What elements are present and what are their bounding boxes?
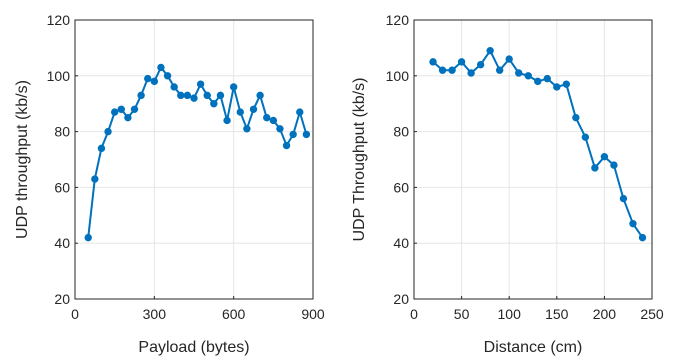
data-point [150, 77, 159, 86]
data-point [629, 219, 637, 228]
y-tick-label: 120 [386, 12, 410, 28]
data-point [263, 113, 271, 122]
data-point [276, 125, 284, 133]
data-point [130, 105, 139, 113]
x-axis-label: Distance (cm) [484, 339, 583, 356]
y-tick-label: 120 [47, 12, 71, 28]
data-point [203, 91, 211, 100]
data-point [170, 83, 178, 91]
data-point [562, 80, 571, 88]
data-point [104, 127, 112, 136]
data-point [229, 83, 238, 91]
data-point [476, 60, 485, 69]
y-axis-label: UDP Throughput (kb/s) [351, 78, 368, 242]
data-point [534, 77, 542, 86]
data-point [223, 116, 231, 125]
data-point [572, 113, 580, 122]
data-point [91, 175, 99, 183]
data-point [543, 74, 551, 83]
data-point [600, 153, 609, 161]
y-tick-label: 80 [54, 124, 70, 140]
data-point [210, 100, 218, 108]
x-tick-label: 50 [454, 306, 470, 322]
data-point [137, 91, 145, 100]
grid-lines [74, 19, 314, 300]
data-point [190, 94, 198, 102]
data-point [591, 164, 599, 172]
x-tick-label: 300 [143, 306, 167, 322]
data-point [467, 69, 475, 77]
data-point [124, 113, 132, 122]
y-tick-label: 40 [54, 235, 70, 251]
data-point [282, 141, 291, 150]
plot-frame [413, 19, 653, 300]
series-markers [84, 63, 311, 242]
data-point [438, 66, 447, 74]
axis-ticks: 0 50 100 150 200 250 20 40 60 80 100 120 [386, 12, 664, 322]
axis-ticks: 0 300 600 900 20 40 60 80 100 120 [47, 12, 325, 322]
y-tick-label: 100 [386, 68, 410, 84]
y-tick-label: 100 [47, 68, 71, 84]
y-tick-label: 60 [54, 179, 70, 195]
y-tick-label: 20 [393, 291, 409, 307]
data-point [236, 108, 244, 116]
data-point [163, 72, 172, 80]
data-point [505, 55, 513, 63]
data-point [110, 108, 119, 116]
data-point [196, 80, 205, 88]
data-point [457, 58, 466, 66]
data-point [448, 66, 456, 74]
data-point [638, 233, 647, 242]
plot-frame [74, 19, 314, 300]
data-point [216, 91, 225, 100]
x-axis-label: Payload (bytes) [138, 339, 249, 356]
data-point [296, 108, 304, 116]
data-point [610, 161, 618, 169]
data-point [302, 130, 311, 139]
x-tick-label: 0 [71, 306, 79, 322]
y-tick-label: 40 [393, 235, 409, 251]
series-line [87, 66, 308, 238]
x-tick-label: 600 [222, 306, 246, 322]
x-tick-label: 0 [410, 306, 418, 322]
data-point [183, 91, 192, 100]
data-point [177, 91, 185, 100]
y-tick-label: 20 [54, 291, 70, 307]
data-point [97, 144, 106, 153]
x-tick-label: 250 [640, 306, 664, 322]
data-point [515, 69, 523, 77]
data-point [553, 83, 561, 91]
x-tick-label: 900 [301, 306, 325, 322]
data-point [619, 194, 628, 203]
x-tick-label: 200 [593, 306, 617, 322]
chart-payload: 0 300 600 900 20 40 60 80 100 120 Payload (bytes)… [14, 12, 325, 356]
data-point [486, 46, 494, 55]
data-point [144, 74, 152, 83]
data-point [157, 63, 165, 72]
y-axis-label: UDP throughput (kb/s) [14, 80, 31, 239]
data-point [269, 116, 278, 125]
y-tick-label: 60 [393, 179, 409, 195]
data-point [249, 105, 258, 113]
data-point [524, 72, 532, 80]
data-point [256, 91, 264, 100]
data-point [289, 130, 297, 139]
data-point [581, 133, 590, 141]
x-tick-label: 150 [545, 306, 569, 322]
chart-distance: 0 50 100 150 200 250 20 40 60 80 100 120 Distance (… [351, 12, 664, 356]
data-point [117, 105, 125, 113]
data-point [495, 66, 504, 74]
y-tick-label: 80 [393, 124, 409, 140]
grid-lines [413, 19, 653, 300]
data-point [243, 125, 251, 133]
data-point [84, 233, 92, 242]
series-markers [429, 46, 647, 242]
data-point [429, 58, 437, 66]
x-tick-label: 100 [498, 306, 522, 322]
